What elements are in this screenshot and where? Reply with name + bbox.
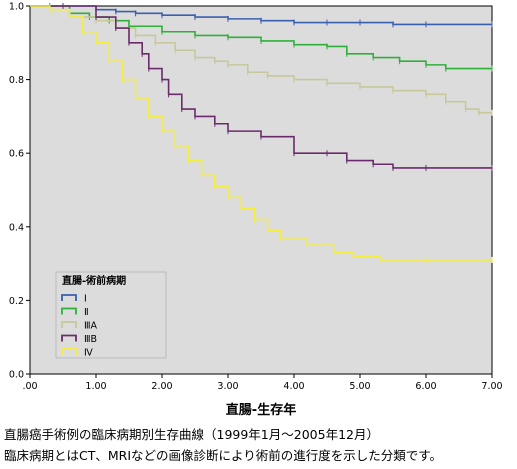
y-tick-label: 0.0 — [9, 370, 24, 381]
caption-line-1: 直腸癌手術例の臨床病期別生存曲線（1999年1月〜2005年12月） — [4, 427, 379, 442]
legend: 直腸-術前病期 Ⅰ Ⅱ ⅢA ⅢB Ⅳ — [55, 271, 167, 359]
x-tick-label: 6.00 — [415, 381, 436, 392]
series-line-1 — [30, 5, 492, 26]
x-axis: .00 1.00 2.00 3.00 4.00 5.00 6.00 7.00 — [22, 374, 503, 392]
series-line-3 — [30, 5, 492, 114]
x-tick-label: 1.00 — [85, 381, 106, 392]
legend-swatch — [61, 348, 77, 355]
legend-label: Ⅱ — [84, 307, 89, 318]
y-axis: 0.0 0.2 0.4 0.6 0.8 1.0 — [9, 2, 30, 381]
y-tick-label: 1.0 — [9, 2, 24, 13]
x-tick-label: 4.00 — [283, 381, 304, 392]
legend-label: Ⅰ — [84, 294, 87, 305]
legend-items: Ⅰ Ⅱ ⅢA ⅢB Ⅳ — [61, 294, 98, 359]
caption-line-2: 臨床病期とはCT、MRIなどの画像診断により術前の進行度を示した分類です。 — [4, 448, 443, 463]
legend-label: ⅢB — [84, 334, 97, 345]
legend-swatch — [61, 294, 77, 301]
y-tick-label: 0.6 — [9, 149, 24, 160]
series-line-5 — [30, 5, 492, 261]
legend-title: 直腸-術前病期 — [62, 274, 126, 287]
x-tick-label: .00 — [22, 381, 37, 392]
legend-swatch — [61, 307, 77, 315]
legend-box — [55, 271, 167, 359]
legend-swatch — [61, 334, 77, 342]
y-tick-label: 0.8 — [9, 75, 24, 86]
x-tick-label: 2.00 — [151, 381, 172, 392]
survival-chart: 0.0 0.2 0.4 0.6 0.8 1.0 .00 1.00 2.00 3.00 4.00 5.… — [9, 2, 503, 419]
x-axis-label: 直腸-生存年 — [226, 402, 296, 418]
legend-swatch — [61, 321, 77, 328]
y-tick-label: 0.4 — [9, 222, 24, 233]
x-tick-label: 7.00 — [481, 381, 502, 392]
y-tick-label: 0.2 — [9, 296, 24, 307]
series-layer — [30, 3, 493, 263]
x-tick-label: 5.00 — [349, 381, 370, 392]
legend-label: Ⅳ — [84, 348, 93, 359]
x-tick-label: 3.00 — [217, 381, 238, 392]
legend-label: ⅢA — [84, 321, 98, 332]
